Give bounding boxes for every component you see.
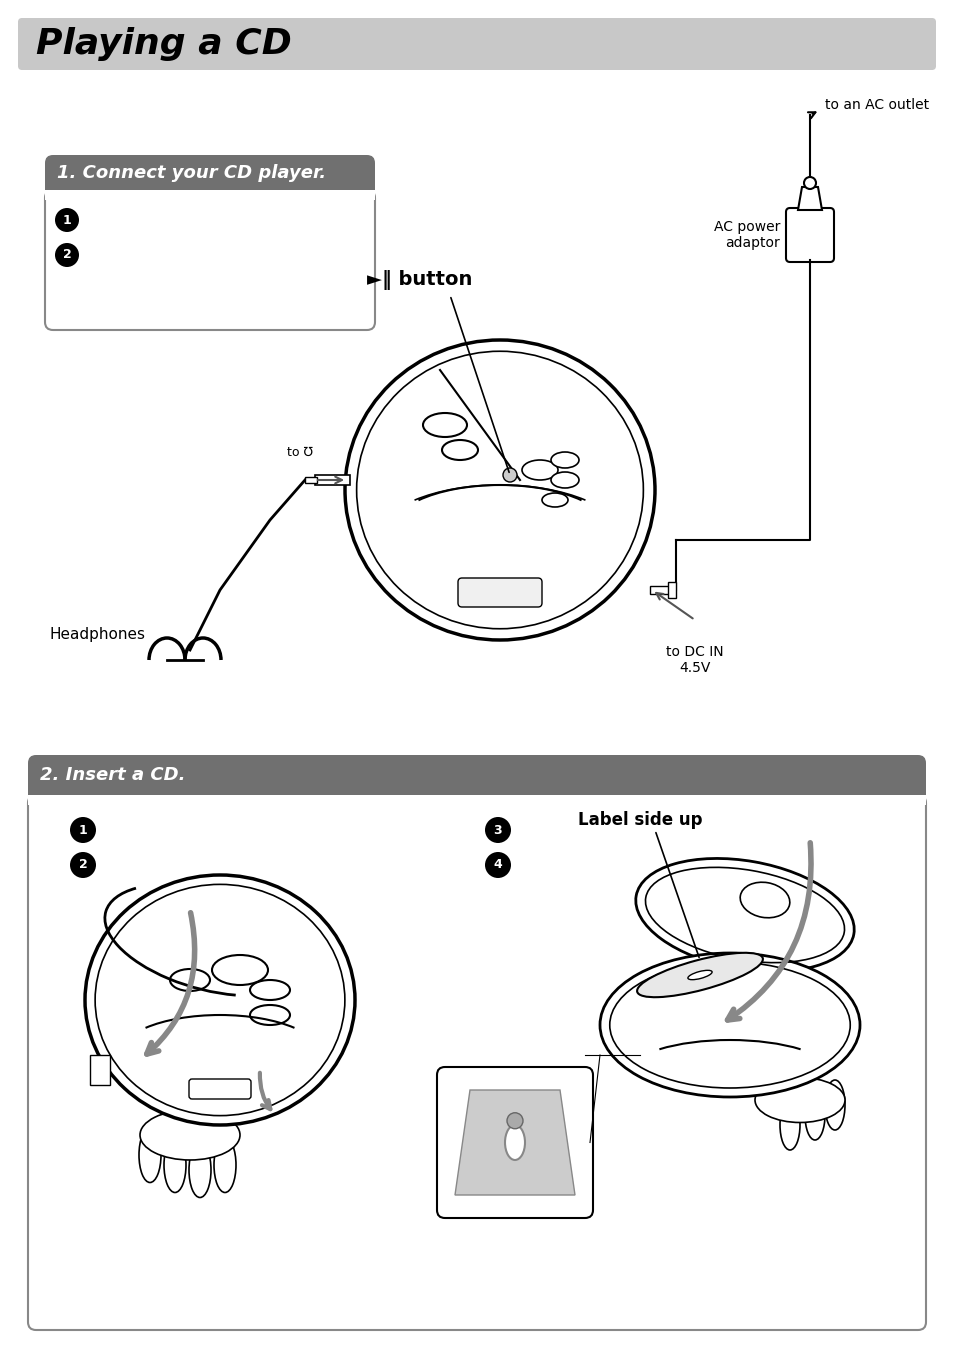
Text: 2. Insert a CD.: 2. Insert a CD.	[40, 765, 185, 784]
Ellipse shape	[164, 1137, 186, 1193]
Ellipse shape	[551, 472, 578, 489]
Text: 2: 2	[78, 859, 88, 871]
Text: Playing a CD: Playing a CD	[36, 27, 292, 61]
Text: Label side up: Label side up	[578, 811, 701, 829]
Circle shape	[70, 817, 96, 843]
Text: to DC IN
4.5V: to DC IN 4.5V	[665, 645, 723, 676]
Ellipse shape	[687, 970, 711, 980]
Ellipse shape	[635, 859, 853, 972]
Polygon shape	[455, 1090, 575, 1196]
Ellipse shape	[804, 1090, 824, 1140]
Ellipse shape	[140, 1110, 240, 1160]
Text: ►‖ button: ►‖ button	[367, 270, 472, 290]
FancyBboxPatch shape	[436, 1067, 593, 1219]
Text: 3: 3	[493, 824, 502, 836]
Ellipse shape	[213, 1137, 235, 1193]
Ellipse shape	[599, 953, 859, 1096]
Ellipse shape	[85, 875, 355, 1125]
FancyBboxPatch shape	[28, 754, 925, 795]
Text: 1: 1	[63, 213, 71, 227]
FancyBboxPatch shape	[18, 18, 935, 71]
Bar	[90, 1054, 110, 1086]
Text: 1. Connect your CD player.: 1. Connect your CD player.	[57, 163, 326, 182]
Ellipse shape	[504, 1125, 524, 1160]
Ellipse shape	[541, 493, 567, 508]
Ellipse shape	[824, 1080, 844, 1130]
Circle shape	[506, 1113, 522, 1129]
FancyBboxPatch shape	[457, 578, 541, 607]
Ellipse shape	[780, 1101, 800, 1149]
Ellipse shape	[637, 953, 762, 997]
Bar	[305, 478, 316, 483]
Ellipse shape	[551, 452, 578, 468]
Bar	[667, 582, 676, 598]
Bar	[28, 795, 925, 805]
Text: 4: 4	[493, 859, 502, 871]
Text: AC power
adaptor: AC power adaptor	[713, 220, 780, 250]
Bar	[314, 475, 350, 484]
Ellipse shape	[754, 1077, 844, 1122]
FancyBboxPatch shape	[45, 155, 375, 190]
Bar	[45, 180, 375, 190]
Bar	[649, 586, 669, 594]
Circle shape	[502, 468, 517, 482]
Bar	[45, 190, 375, 199]
Ellipse shape	[139, 1128, 161, 1182]
Text: 1: 1	[78, 824, 88, 836]
Text: Headphones: Headphones	[50, 627, 146, 642]
Circle shape	[484, 817, 511, 843]
FancyBboxPatch shape	[785, 208, 833, 262]
Circle shape	[484, 852, 511, 878]
Polygon shape	[797, 187, 821, 210]
Circle shape	[55, 243, 79, 267]
FancyBboxPatch shape	[45, 190, 375, 330]
FancyBboxPatch shape	[28, 795, 925, 1330]
FancyBboxPatch shape	[189, 1079, 251, 1099]
Ellipse shape	[521, 460, 558, 480]
Bar	[28, 784, 925, 795]
Ellipse shape	[345, 341, 655, 641]
Circle shape	[70, 852, 96, 878]
Circle shape	[55, 208, 79, 232]
Ellipse shape	[189, 1143, 211, 1197]
Circle shape	[803, 176, 815, 189]
Text: to ℧: to ℧	[287, 445, 313, 459]
Text: to an AC outlet: to an AC outlet	[824, 98, 928, 113]
Text: 2: 2	[63, 248, 71, 262]
